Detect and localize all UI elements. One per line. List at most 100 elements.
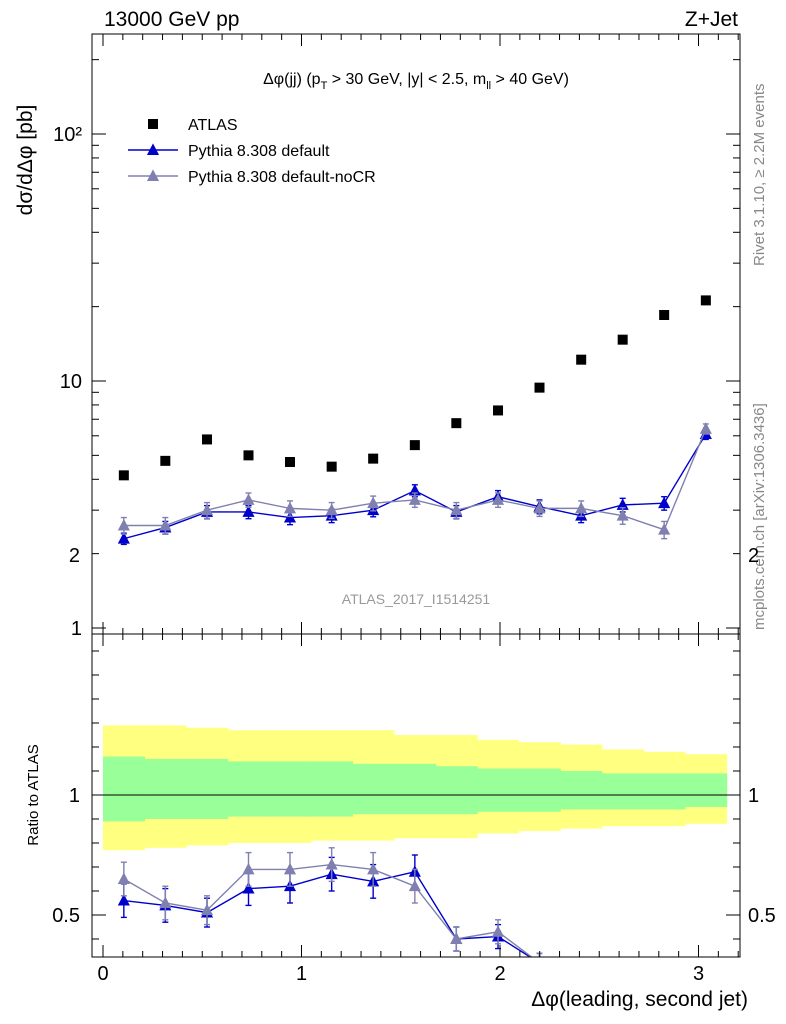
main-ytick-label: 10² [53, 124, 82, 146]
rivet-version-label: Rivet 3.1.10, ≥ 2.2M events [751, 84, 768, 267]
data-point-triangle [117, 532, 130, 544]
main-panel: 1 10 10² Δφ(jj) (pT > 30 GeV, |y| < 2.5, m… [14, 33, 741, 640]
ratio-point-triangle [242, 862, 255, 875]
data-point-triangle [242, 505, 255, 517]
ratio-panel: 0.5 0.5 1 1 2 2 0 1 2 3 Ratio to ATLAS Δφ(leading… [25, 545, 776, 1011]
ratio-ytick-label-left: 2 [69, 545, 80, 567]
ratio-tick-labels: 0.5 0.5 1 1 2 2 0 1 2 3 [52, 545, 776, 985]
ratio-ytick-label-right: 2 [748, 545, 759, 567]
main-axis-ticks [92, 34, 740, 634]
ratio-point-triangle [159, 896, 172, 908]
uncertainty-band-green [518, 768, 561, 812]
analysis-watermark: ATLAS_2017_I1514251 [342, 591, 491, 607]
ratio-point-triangle [283, 862, 297, 875]
main-plot-title: Δφ(jj) (pT > 30 GeV, |y| < 2.5, mll > 40… [263, 71, 569, 92]
main-ytick-label: 1 [71, 618, 82, 640]
legend-label: Pythia 8.308 default-noCR [188, 169, 376, 186]
legend-label: ATLAS [188, 117, 238, 134]
data-point-triangle [450, 503, 463, 516]
ratio-point-triangle [539, 956, 540, 957]
uncertainty-band-green [560, 771, 603, 810]
uncertainty-band-green [103, 756, 145, 822]
data-point-triangle [325, 503, 338, 516]
x-axis-label: Δφ(leading, second jet) [531, 988, 748, 1011]
ratio-point-triangle [491, 925, 505, 937]
data-point-square [493, 405, 504, 416]
main-data-layer [117, 295, 712, 546]
ratio-point-triangle [408, 879, 421, 892]
data-point-triangle [242, 493, 255, 505]
legend-label: Pythia 8.308 default [188, 143, 330, 160]
legend-marker-triangle [146, 143, 160, 155]
legend-marker-triangle [146, 169, 160, 181]
ratio-bands [103, 725, 728, 851]
data-point-square [534, 382, 545, 393]
ratio-ytick-label-left: 1 [69, 785, 80, 807]
header-process-label: Z+Jet [685, 8, 738, 31]
uncertainty-band-green [310, 761, 354, 817]
data-point-triangle [159, 518, 172, 531]
data-point-triangle [658, 523, 671, 535]
uncertainty-band-green [352, 763, 395, 815]
ratio-point-triangle [539, 956, 540, 957]
title-part-b: > 30 GeV, |y| < 2.5, m [327, 71, 486, 88]
ratio-point-triangle [325, 858, 338, 870]
data-point-square [118, 470, 129, 481]
ratio-point-triangle [117, 872, 130, 884]
data-point-triangle [200, 503, 214, 516]
data-point-triangle [616, 498, 629, 510]
data-point-square [700, 295, 711, 306]
data-point-triangle [575, 501, 588, 514]
data-point-square [160, 455, 171, 466]
data-point-triangle [699, 422, 712, 434]
data-point-triangle [283, 501, 297, 514]
uncertainty-band-green [435, 766, 478, 815]
data-point-square [202, 434, 213, 445]
data-point-square [243, 450, 254, 461]
data-point-square [409, 440, 420, 451]
title-sub-pt: T [321, 80, 328, 92]
uncertainty-band-green [685, 773, 728, 807]
uncertainty-band-green [394, 763, 437, 815]
data-point-square [326, 461, 337, 472]
data-point-triangle [408, 493, 421, 505]
title-sub-ll: ll [486, 80, 491, 92]
ratio-ytick-label-right: 0.5 [748, 905, 776, 927]
data-point-triangle [533, 501, 546, 514]
ratio-ytick-label-right: 1 [748, 785, 759, 807]
data-point-triangle [491, 493, 505, 505]
uncertainty-band-green [601, 773, 645, 810]
ratio-data-layer [117, 847, 543, 957]
data-point-triangle [616, 509, 629, 521]
title-part-a: Δφ(jj) (p [263, 71, 321, 88]
ratio-ytick-label-left: 0.5 [52, 905, 80, 927]
data-point-triangle [408, 483, 421, 496]
xtick-label: 1 [296, 963, 307, 985]
legend: ATLAS Pythia 8.308 default Pythia 8.308 de… [128, 117, 376, 186]
header-collision-label: 13000 GeV pp [104, 8, 239, 31]
uncertainty-band-green [643, 773, 686, 810]
data-point-square [659, 310, 670, 321]
data-point-triangle [367, 496, 380, 509]
main-ytick-label: 10 [60, 371, 82, 393]
data-point-square [451, 418, 462, 429]
data-point-square [576, 354, 587, 365]
uncertainty-band-green [227, 761, 270, 817]
data-point-square [368, 453, 379, 464]
legend-marker-square [148, 119, 158, 129]
xtick-label: 3 [693, 963, 704, 985]
ratio-point-triangle [200, 903, 214, 916]
ratio-point-triangle [242, 882, 255, 894]
uncertainty-band-green [144, 759, 187, 819]
uncertainty-band-green [477, 768, 520, 812]
mcplots-label: mcplots.cern.ch [arXiv:1306.3436] [751, 403, 768, 630]
title-part-c: > 40 GeV) [491, 71, 569, 88]
xtick-label: 2 [494, 963, 505, 985]
ratio-point-triangle [367, 862, 380, 875]
main-ytick-labels: 1 10 10² [53, 124, 82, 640]
ratio-point-triangle [450, 932, 463, 944]
xtick-label: 0 [97, 963, 108, 985]
ratio-point-triangle [117, 894, 130, 906]
data-point-square [284, 456, 295, 467]
